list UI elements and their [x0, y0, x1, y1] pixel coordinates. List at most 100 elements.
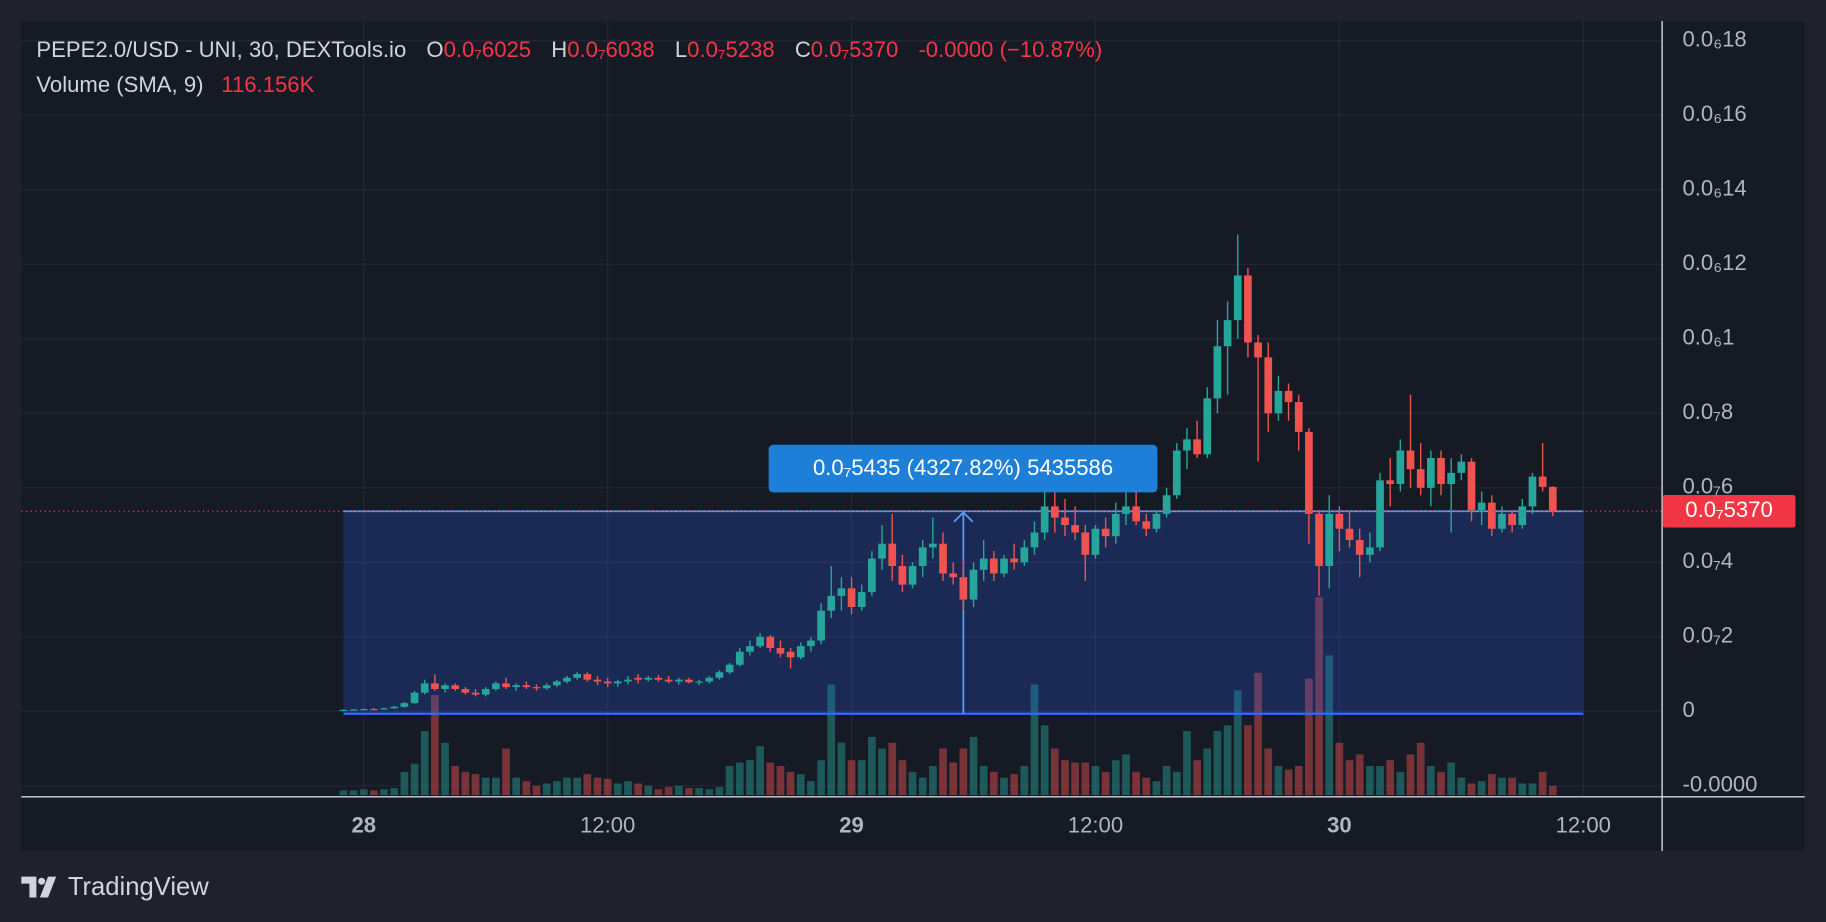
candle-body	[969, 569, 978, 600]
candle-body	[553, 681, 561, 686]
candle-body	[1061, 517, 1069, 526]
candle-body	[634, 677, 642, 680]
candle-body	[492, 683, 500, 689]
volume-bar	[1447, 762, 1456, 796]
volume-bar	[1508, 777, 1516, 796]
volume-bar	[1294, 766, 1303, 796]
candle-body	[949, 573, 958, 578]
volume-bar	[685, 788, 693, 796]
volume-bar	[390, 788, 399, 796]
volume-bar	[857, 760, 866, 796]
volume-bar	[644, 785, 653, 796]
candle-body	[1213, 346, 1222, 399]
volume-bar	[380, 789, 388, 796]
volume-bar	[370, 790, 378, 796]
candle-body	[1355, 539, 1364, 555]
candle-body	[766, 636, 775, 648]
volume-bar	[441, 742, 449, 796]
candle-body	[746, 646, 754, 652]
candle-body	[1203, 398, 1212, 455]
volume-bar	[1223, 725, 1232, 796]
candle-body	[1081, 532, 1090, 555]
volume-bar	[1193, 760, 1201, 796]
ohlc-value: 0.0₇6038	[567, 37, 655, 62]
candle-body	[786, 651, 795, 658]
volume-bar	[420, 731, 429, 796]
volume-bar	[1518, 783, 1527, 796]
volume-bar	[908, 771, 917, 796]
volume-bar	[847, 760, 856, 796]
volume-bar	[1213, 731, 1222, 796]
candle-body	[1548, 486, 1557, 512]
logo-icon	[21, 876, 57, 898]
volume-bar	[939, 748, 947, 796]
candle-body	[1366, 547, 1374, 555]
candle-body	[1345, 528, 1354, 540]
axes: 0.0₆180.0₆160.0₆140.0₆120.0₆10.0₇80.0₇60…	[351, 27, 1796, 837]
volume-bar	[1233, 690, 1242, 796]
chart-pane	[21, 20, 1805, 851]
volume-bar	[1020, 766, 1029, 796]
candle-body	[654, 677, 663, 680]
volume-bar	[461, 771, 470, 796]
candle-body	[1254, 342, 1262, 358]
ohlc-value: 0.0₇6025	[444, 37, 532, 62]
volume-bar	[1264, 748, 1273, 796]
candle-body	[1071, 525, 1079, 533]
ohlc-value: 0.0₇5370	[811, 37, 899, 62]
logo-dot	[38, 877, 46, 885]
ohlc-key: O	[426, 37, 443, 62]
candle-body	[1528, 476, 1537, 507]
candle-body	[959, 577, 968, 600]
volume-bar	[929, 766, 937, 796]
volume-bar	[868, 736, 876, 796]
candle-body	[1538, 476, 1547, 487]
candle-body	[1101, 528, 1110, 537]
volume-bar	[1284, 769, 1293, 796]
candle-body	[1427, 457, 1435, 488]
candle-body	[1264, 357, 1273, 414]
volume-bar	[1315, 597, 1323, 796]
volume-bar	[664, 786, 673, 796]
x-tick-label: 30	[1327, 812, 1352, 837]
candle-body	[908, 566, 917, 585]
volume-bar	[339, 790, 348, 796]
volume-bar	[349, 790, 358, 796]
ohlc-key: L	[675, 37, 687, 62]
volume-bar	[725, 766, 734, 796]
candle-body	[1142, 521, 1151, 529]
volume-bar	[593, 777, 602, 796]
volume-bar	[735, 762, 744, 796]
volume-bar	[776, 766, 785, 796]
candle-body	[725, 664, 734, 673]
candle-body	[929, 543, 937, 548]
candle-body	[735, 651, 744, 665]
y-tick-label: 0.0₇6	[1682, 474, 1733, 499]
volume-legend: Volume (SMA, 9) 116.156K	[36, 72, 314, 97]
volume-bar	[1355, 754, 1364, 796]
volume-bar	[624, 781, 632, 796]
candle-body	[685, 679, 693, 683]
volume-bar	[756, 746, 764, 796]
y-tick-label: 0.0₇8	[1682, 399, 1733, 424]
volume-bar	[542, 783, 551, 796]
volume-bar	[1528, 783, 1537, 796]
candle-body	[1416, 469, 1425, 488]
x-tick-label: 12:00	[1556, 812, 1611, 837]
candle-body	[705, 677, 714, 682]
volume-bar	[1244, 725, 1252, 796]
volume-bar	[1366, 766, 1374, 796]
candle-body	[644, 677, 653, 680]
candle-body	[857, 592, 866, 608]
candle-body	[431, 683, 439, 689]
volume-bar	[1274, 766, 1283, 796]
volume-bar	[603, 778, 612, 796]
volume-bar	[1122, 754, 1130, 796]
volume-bar	[1498, 777, 1506, 796]
candle-body	[868, 558, 876, 593]
candle-body	[1437, 457, 1445, 485]
candle-body	[1193, 439, 1201, 455]
candle-body	[1030, 532, 1039, 548]
candle-body	[1305, 431, 1313, 514]
volume-bar	[1345, 760, 1354, 796]
